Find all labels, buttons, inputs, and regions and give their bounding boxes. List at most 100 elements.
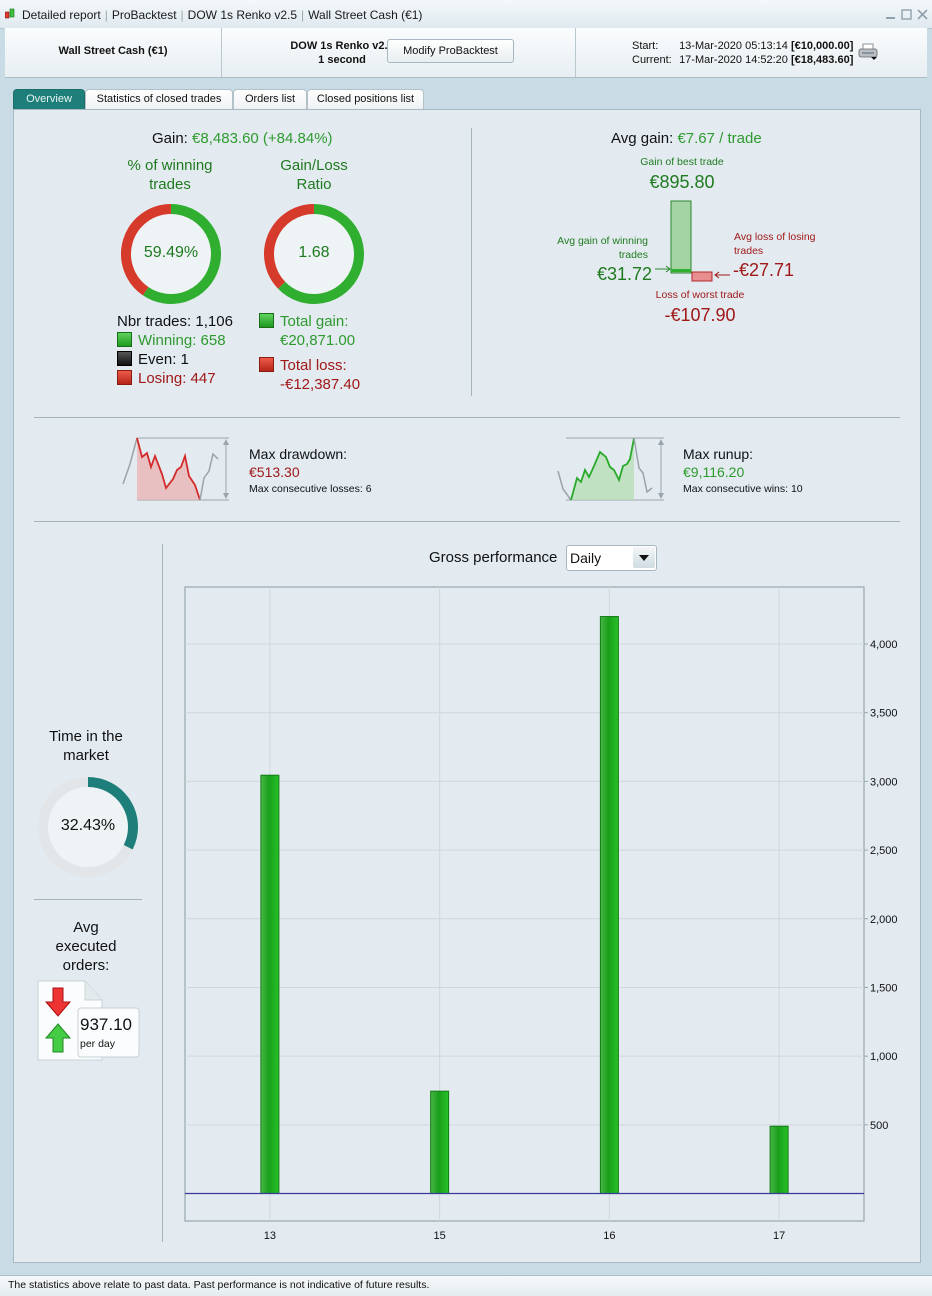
total-loss-value: -€12,387.40 [280,376,361,393]
disclaimer-text: The statistics above relate to past data… [8,1279,430,1291]
tab-overview[interactable]: Overview [13,89,85,110]
dates-cell: Start: 13-Mar-2020 05:13:14 [€10,000.00]… [576,28,927,77]
winning-pct-title-line1: % of winning [127,157,213,174]
avg-win-label-line1: Avg gain of winning [557,235,648,247]
y-tick-label: 3,500 [870,708,898,720]
window-titlebar: Detailed report | ProBacktest | DOW 1s Renko… [0,0,932,29]
orders-document-icon [37,980,140,1061]
avg-win-label-line2: trades [618,249,648,261]
x-tick-label: 17 [773,1230,785,1242]
gross-performance-title: Gross performance [429,549,558,566]
worst-trade-label: Loss of worst trade [655,289,745,301]
total-gain-loss: Total gain: €20,871.00 Total loss: -€12,… [259,312,360,394]
divider [162,544,163,1242]
max-runup-value: €9,116.20 [683,464,745,480]
winning-pct-title-line2: trades [149,176,191,193]
max-drawdown-value: €513.30 [249,464,300,480]
strategy-cell: DOW 1s Renko v2.5 1 second Modify ProBac… [222,28,576,77]
strategy-timeframe: 1 second [318,54,366,66]
green-square-icon [117,332,132,347]
red-square-icon [259,357,274,372]
gain-loss-ratio-donut [264,204,364,304]
max-consecutive-losses: Max consecutive losses: 6 [249,483,372,495]
ratio-title-line2: Ratio [296,176,332,193]
bar-17 [769,1125,789,1195]
y-tick-label: 2,500 [870,845,898,857]
modify-probacktest-button[interactable]: Modify ProBacktest [387,39,514,63]
trade-range-diagram [655,200,730,282]
divider [34,521,900,522]
donut-center [270,210,358,298]
app-candlestick-icon [5,8,15,19]
strategy-name: DOW 1s Renko v2.5 [290,40,394,52]
even-count: Even: 1 [117,350,233,369]
avg-gain-summary: Avg gain: €7.67 / trade [611,130,762,147]
strategy-info: DOW 1s Renko v2.5 1 second [272,39,412,67]
donut-center [44,783,132,871]
total-gain-summary: Gain: €8,483.60 (+84.84%) [152,130,333,147]
runup-sparkline-icon [557,437,664,501]
avg-gain-value: €7.67 / trade [677,130,762,147]
close-icon[interactable] [917,9,928,20]
breadcrumb-item: DOW 1s Renko v2.5 [187,8,298,22]
period-selected: Daily [570,550,602,566]
nbr-trades-label: Nbr trades: [117,313,192,330]
gain-label: Gain: [152,130,188,147]
bar-13 [260,774,280,1195]
bar-15 [430,1090,450,1195]
y-tick-label: 1,500 [870,982,898,994]
even-value: 1 [180,351,189,368]
losing-value: 447 [190,370,216,387]
account-name: Wall Street Cash (€1) [58,45,168,57]
period-dropdown[interactable]: Daily [566,545,657,571]
winning-pct-title: % of winning trades [110,156,230,194]
winning-pct-donut [121,204,221,304]
divider [471,128,472,396]
status-bar: The statistics above relate to past data… [0,1275,932,1296]
avg-orders-line1: Avg [73,919,99,936]
maximize-icon[interactable] [901,9,912,20]
plot-area [184,586,865,1222]
total-loss-label: Total loss: [259,356,360,375]
max-drawdown-label: Max drawdown: [249,446,348,462]
winning-value: 658 [200,332,226,349]
total-gain-value: €20,871.00 [280,332,356,349]
gross-performance-chart: 500 1,000 1,500 2,000 2,500 3,000 3,500 4,000 13… [184,586,898,1242]
time-in-market-title: Time in the market [26,727,146,765]
minimize-icon[interactable] [886,10,896,20]
tab-closed-positions-list[interactable]: Closed positions list [307,89,424,109]
printer-icon[interactable] [858,43,878,61]
current-label: Current: [632,54,672,66]
time-in-market-remainder-arc [38,777,133,877]
avg-loss-label-line1: Avg loss of losing [734,231,816,243]
breadcrumb-item: Wall Street Cash (€1) [308,8,423,22]
avg-orders-value: 937.10 [80,1015,132,1034]
total-gain-label-text: Total gain: [280,313,349,330]
ratio-remainder-arc [264,204,315,289]
tab-orders-list[interactable]: Orders list [233,89,307,109]
ratio-title-line1: Gain/Loss [280,157,348,174]
gain-value: €8,483.60 (+84.84%) [192,130,333,147]
avg-loss-label: Avg loss of losing trades [734,230,816,258]
nbr-trades-value: 1,106 [195,313,233,330]
y-tick-label: 3,000 [870,776,898,788]
report-header: Wall Street Cash (€1) DOW 1s Renko v2.5 … [5,28,927,78]
nbr-trades: Nbr trades: 1,106 [117,312,233,331]
green-square-icon [259,313,274,328]
tab-statistics-closed-trades[interactable]: Statistics of closed trades [85,89,233,109]
divider [34,417,900,418]
y-tick-label: 2,000 [870,914,898,926]
x-tick-label: 13 [264,1230,276,1242]
current-value: [€18,483.60] [790,54,854,66]
winning-value-arc [142,204,221,304]
y-tick-label: 1,000 [870,1051,898,1063]
trade-counts: Nbr trades: 1,106 Winning: 658 Even: 1 L… [117,312,233,388]
winning-pct-value: 59.49% [143,244,199,261]
avg-orders-line3: orders: [62,957,110,974]
chevron-down-icon[interactable] [633,547,655,568]
gain-loss-ratio-value: 1.68 [298,244,330,261]
black-square-icon [117,351,132,366]
account-cell: Wall Street Cash (€1) [5,28,222,77]
red-square-icon [117,370,132,385]
time-in-market-line2: market [63,747,109,764]
